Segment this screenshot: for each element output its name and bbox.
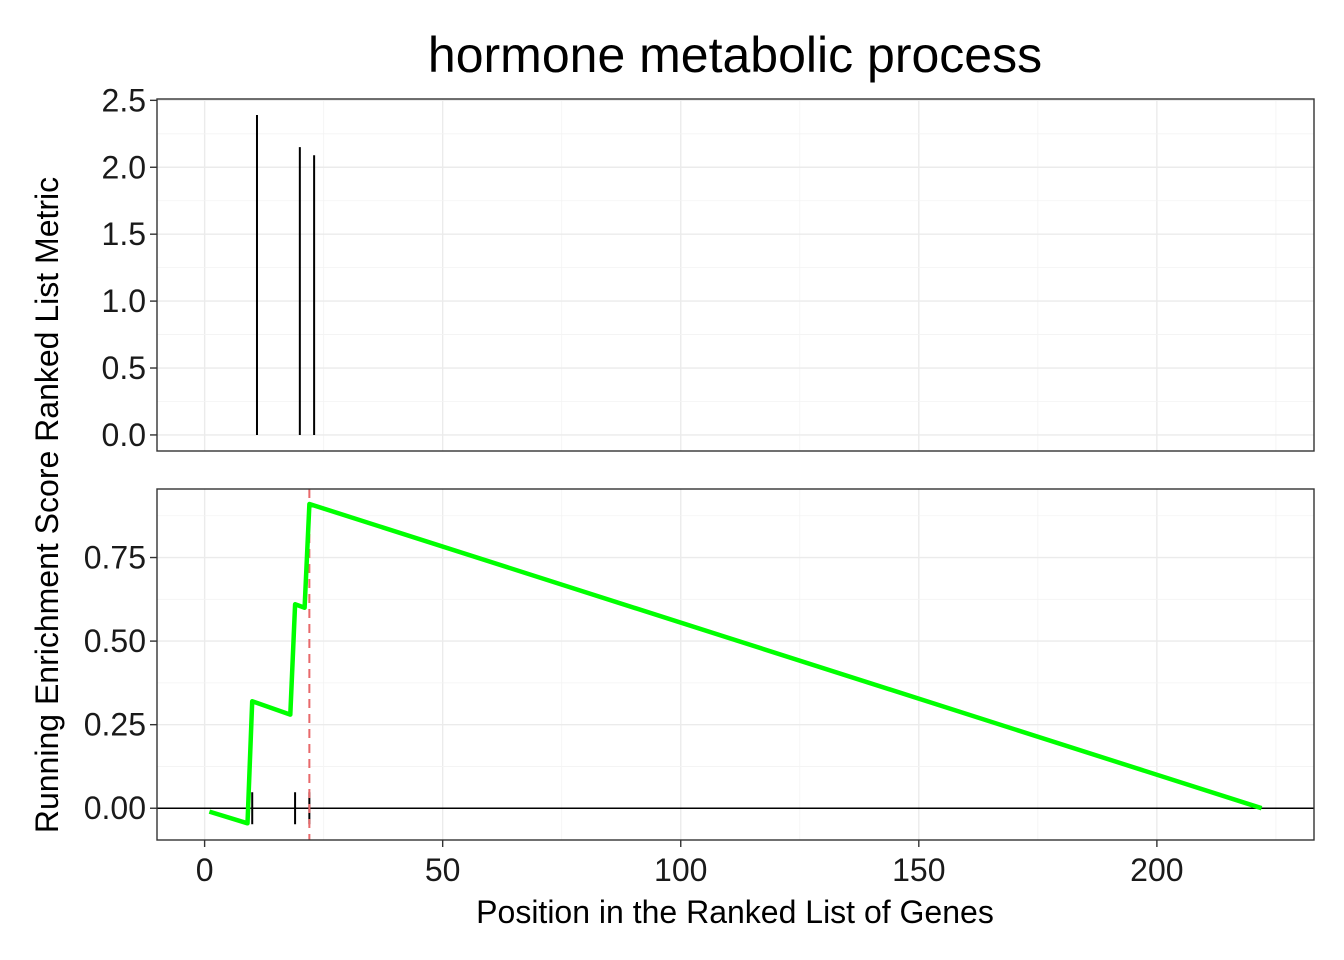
- y-tick-label: 2.5: [102, 82, 146, 118]
- y-tick-label: 0.50: [84, 623, 146, 659]
- y-tick-label: 0.25: [84, 707, 146, 743]
- x-tick-label: 150: [892, 852, 945, 888]
- metric-hits: [255, 115, 316, 435]
- y-tick-label: 0.5: [102, 350, 146, 386]
- chart-title: hormone metabolic process: [428, 27, 1042, 83]
- metric-panel-grid: [157, 99, 1314, 451]
- running-es-panel-background: [157, 489, 1314, 840]
- x-axis: 0 50 100 150 200: [196, 840, 1184, 888]
- x-axis-title: Position in the Ranked List of Genes: [476, 894, 994, 930]
- y-tick-label: 0.75: [84, 540, 146, 576]
- y-tick-label: 1.0: [102, 283, 146, 319]
- metric-panel: 0.0 0.5 1.0 1.5 2.0 2.5: [102, 82, 1315, 453]
- y-tick-label: 2.0: [102, 149, 146, 185]
- running-es-line: [208, 501, 1263, 826]
- x-tick-label: 100: [654, 852, 707, 888]
- x-tick-label: 0: [196, 852, 214, 888]
- metric-panel-border: [156, 98, 1315, 452]
- y-tick-label: 0.0: [102, 417, 146, 453]
- running-es-y-axis: 0.00 0.25 0.50 0.75: [84, 540, 157, 826]
- y-tick-label: 0.00: [84, 790, 146, 826]
- y-axis-title: Running Enrichment Score Ranked List Met…: [29, 177, 65, 833]
- x-tick-label: 50: [425, 852, 461, 888]
- metric-y-axis: 0.0 0.5 1.0 1.5 2.0 2.5: [102, 82, 157, 453]
- running-es-panel: 0.00 0.25 0.50 0.75: [84, 488, 1315, 841]
- y-tick-label: 1.5: [102, 216, 146, 252]
- running-es-panel-border: [156, 488, 1315, 841]
- x-tick-label: 200: [1130, 852, 1183, 888]
- metric-panel-background: [157, 99, 1314, 451]
